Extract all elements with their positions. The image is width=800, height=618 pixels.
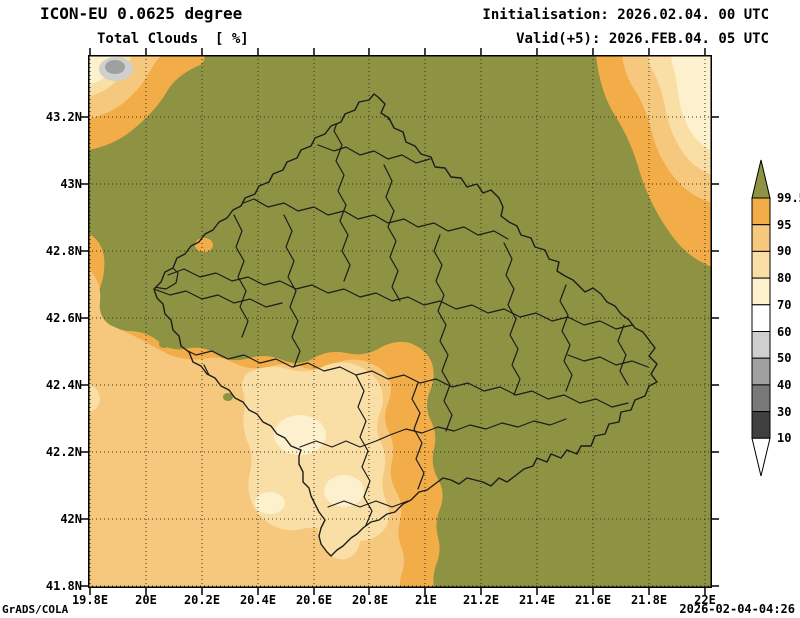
ne-band-70	[671, 55, 712, 151]
west-spot-95	[195, 238, 213, 252]
lat-tick-label: 42.4N	[45, 378, 82, 392]
country-outline	[153, 93, 658, 557]
lon-tick-label: 20.6E	[295, 593, 333, 607]
sw-band-80-edge	[88, 383, 100, 413]
sw-core-70-c	[255, 492, 285, 514]
colorbar-label: 99.5	[777, 191, 800, 205]
admin-boundaries	[153, 93, 658, 557]
lon-tick-label: 20.2E	[183, 593, 221, 607]
sw-core-70-a	[274, 415, 326, 455]
variable-title: Total Clouds [ %]	[97, 31, 249, 47]
colorbar-label: 10	[777, 431, 792, 445]
colorbar-segment	[751, 304, 771, 333]
colorbar-segment	[751, 411, 771, 439]
init-time-label: Initialisation: 2026.02.04. 00 UTC	[482, 7, 769, 23]
lon-tick-label: 21.6E	[574, 593, 612, 607]
lat-tick-label: 42.6N	[45, 311, 82, 325]
colorbar-segment	[751, 384, 771, 413]
lon-tick-label: 20E	[135, 593, 157, 607]
colorbar	[751, 159, 771, 477]
lon-tick-label: 22E	[694, 593, 716, 607]
lat-tick-label: 43N	[60, 177, 82, 191]
nw-gray-40	[105, 60, 125, 74]
lat-tick-label: 41.8N	[45, 579, 82, 593]
lat-tick-label: 43.2N	[45, 110, 82, 124]
lon-tick-label: 21E	[415, 593, 437, 607]
municipal-boundaries	[154, 114, 649, 526]
colorbar-label: 80	[777, 271, 792, 285]
plot-frame	[88, 55, 712, 588]
sw-band-80-south	[318, 514, 361, 560]
lon-tick-label: 21.4E	[518, 593, 556, 607]
lat-tick-label: 42.8N	[45, 244, 82, 258]
colorbar-label: 60	[777, 325, 792, 339]
colorbar-label: 50	[777, 351, 792, 365]
colorbar-segment	[751, 224, 771, 252]
lon-tick-label: 21.8E	[630, 593, 668, 607]
lon-tick-label: 21.2E	[462, 593, 500, 607]
cloud-band-regions	[88, 55, 712, 588]
colorbar-segment	[751, 250, 771, 279]
lon-tick-label: 19.8E	[71, 593, 109, 607]
model-title: ICON-EU 0.0625 degree	[40, 4, 243, 23]
colorbar-label: 70	[777, 298, 792, 312]
colorbar-bottom-arrow	[751, 437, 771, 477]
colorbar-top-arrow	[751, 159, 771, 199]
lat-lon-gridlines	[88, 55, 712, 588]
colorbar-segment	[751, 331, 771, 359]
lon-tick-label: 20.8E	[351, 593, 389, 607]
grads-brand-label: GrADS/COLA	[2, 603, 69, 616]
lat-tick-label: 42N	[60, 512, 82, 526]
colorbar-label: 90	[777, 244, 792, 258]
colorbar-label: 95	[777, 218, 792, 232]
colorbar-segment	[751, 197, 771, 226]
colorbar-segment	[751, 357, 771, 386]
colorbar-segment	[751, 277, 771, 306]
sw-core-70-b	[324, 475, 364, 507]
lon-tick-label: 20.4E	[239, 593, 277, 607]
valid-time-label: Valid(+5): 2026.FEB.04. 05 UTC	[516, 31, 769, 47]
creation-timestamp: 2026-02-04-04:26	[679, 602, 795, 616]
overcast-island-c	[223, 393, 233, 401]
colorbar-label: 30	[777, 405, 792, 419]
map-plot	[81, 48, 719, 595]
axis-ticks	[81, 48, 719, 595]
overcast-island-a	[145, 263, 155, 271]
overcast-island-b	[159, 340, 169, 348]
colorbar-label: 40	[777, 378, 792, 392]
lat-tick-label: 42.2N	[45, 445, 82, 459]
